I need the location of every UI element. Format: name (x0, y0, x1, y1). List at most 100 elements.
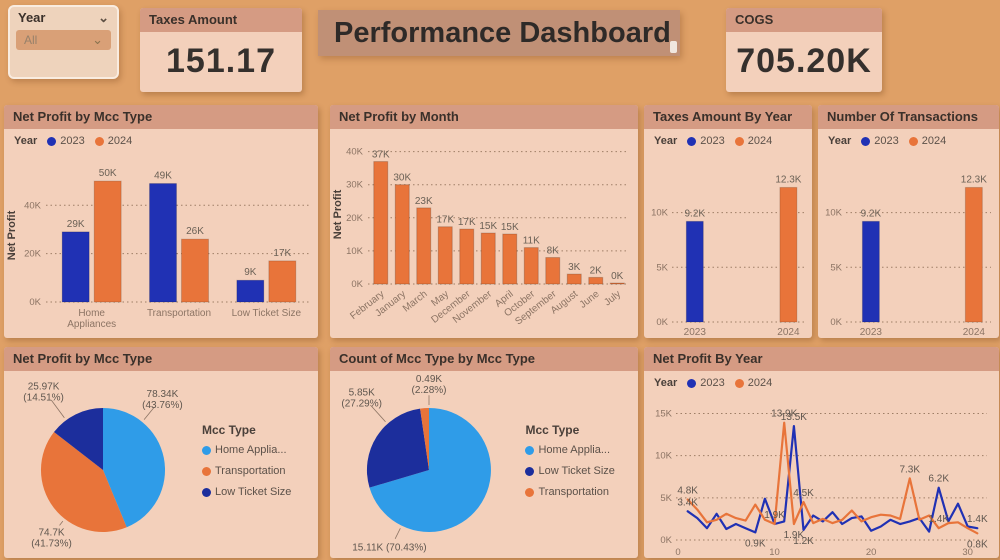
legend-item-2024[interactable]: 2024 (94, 135, 133, 147)
chart-title: Net Profit by Mcc Type (4, 347, 318, 371)
legend-item-transportation[interactable]: Transportation (202, 465, 316, 477)
svg-text:5K: 5K (660, 493, 672, 504)
svg-text:30K: 30K (346, 180, 364, 191)
legend-item-2024[interactable]: 2024 (908, 135, 947, 147)
svg-text:12.3K: 12.3K (961, 174, 987, 185)
legend-item-2024[interactable]: 2024 (734, 377, 772, 389)
svg-text:0K: 0K (29, 297, 41, 308)
legend-dot-2023-icon (861, 136, 871, 146)
svg-text:2K: 2K (590, 265, 603, 276)
legend-dot-icon (525, 487, 535, 497)
number-of-transactions-chart[interactable]: 0K 5K 10K 9.2K 2023 12.3K 2024 (818, 151, 999, 338)
count-of-mcc-type-pie-chart[interactable]: 15.11K (70.43%) 5.85K(27.29%) 0.49K(2.28%) (330, 371, 525, 558)
taxes-amount-value: 151.17 (166, 42, 276, 80)
svg-text:June: June (578, 288, 602, 310)
year-slicer-header[interactable]: Year ⌄ (10, 7, 117, 26)
svg-text:17K: 17K (458, 217, 476, 228)
svg-text:15.11K (70.43%): 15.11K (70.43%) (352, 543, 426, 554)
legend-title: Mcc Type (525, 423, 580, 437)
kpi-card-title: COGS (726, 8, 882, 32)
legend-item-label: 2023 (700, 135, 725, 147)
svg-text:12.3K: 12.3K (775, 174, 801, 185)
legend-item-home-appliances[interactable]: Home Applia... (525, 444, 638, 456)
legend-item-2023[interactable]: 2023 (687, 135, 725, 147)
chart-legend: Year 2023 2024 (644, 129, 812, 151)
svg-text:74.7K: 74.7K (38, 528, 64, 539)
chart-legend: Year 2023 2024 (644, 371, 999, 393)
legend-item-label: 2023 (874, 135, 899, 147)
svg-text:50K: 50K (99, 168, 117, 179)
legend-item-label: 2024 (921, 135, 947, 147)
svg-text:20K: 20K (24, 249, 42, 260)
svg-text:10: 10 (769, 547, 780, 558)
svg-text:March: March (401, 289, 430, 315)
svg-text:Transportation: Transportation (147, 308, 211, 319)
svg-text:30: 30 (962, 547, 973, 558)
legend-dot-icon (202, 445, 211, 455)
svg-text:17K: 17K (273, 248, 291, 259)
legend-item-transportation[interactable]: Transportation (525, 486, 638, 498)
svg-text:Home: Home (78, 308, 105, 319)
taxes-amount-by-year-chart[interactable]: 0K 5K 10K 9.2K 2023 12.3K 2024 (644, 151, 812, 338)
svg-text:78.34K: 78.34K (147, 389, 179, 400)
chart-title: Taxes Amount By Year (644, 105, 812, 129)
count-of-mcc-type-pie-card: Count of Mcc Type by Mcc Type 15.11K (70… (330, 347, 638, 558)
kpi-card-title: Taxes Amount (140, 8, 302, 32)
legend-dot-icon (525, 445, 535, 455)
legend-item-low-ticket-size[interactable]: Low Ticket Size (202, 486, 316, 498)
chevron-down-icon: ⌄ (98, 9, 109, 25)
legend-item-home-appliances[interactable]: Home Applia... (202, 444, 316, 456)
legend-dot-icon (202, 466, 211, 476)
legend-title: Year (828, 135, 852, 147)
chart-legend: Year 2023 2024 (818, 129, 999, 151)
legend-item-label: 2024 (107, 135, 133, 147)
legend-item-2024[interactable]: 2024 (734, 135, 773, 147)
svg-text:13.5K: 13.5K (781, 412, 807, 423)
net-profit-by-year-line-chart[interactable]: 0K 5K 10K 15K 0 10 20 30 3.4K 0.9K 1.9K 13.5K 1.2K 6.… (644, 393, 997, 558)
legend-item-label: 2024 (747, 135, 773, 147)
legend-item-2023[interactable]: 2023 (687, 377, 725, 389)
legend-dot-2023-icon (687, 136, 697, 146)
svg-text:(43.76%): (43.76%) (142, 400, 183, 411)
svg-text:2023: 2023 (684, 327, 707, 338)
svg-text:9K: 9K (244, 267, 257, 278)
legend-dot-icon (202, 487, 211, 497)
svg-text:4.8K: 4.8K (677, 486, 698, 497)
net-profit-by-mcc-type-pie-card: Net Profit by Mcc Type 78.34K (43.76%) 74.… (4, 347, 318, 558)
legend-title: Mcc Type (202, 423, 256, 437)
svg-text:29K: 29K (67, 219, 85, 230)
svg-text:Appliances: Appliances (67, 319, 116, 330)
svg-text:Low Ticket Size: Low Ticket Size (232, 308, 302, 319)
legend-item-2023[interactable]: 2023 (861, 135, 899, 147)
legend-item-low-ticket-size[interactable]: Low Ticket Size (525, 465, 638, 477)
cogs-value: 705.20K (736, 42, 872, 80)
legend-item-label: Home Applia... (215, 444, 287, 456)
svg-text:1.4K: 1.4K (967, 514, 988, 525)
svg-text:15K: 15K (501, 222, 519, 233)
svg-text:3K: 3K (568, 262, 581, 273)
legend-dot-2024-icon (734, 378, 744, 388)
svg-text:20K: 20K (346, 213, 364, 224)
slicer-field-label: Year (18, 10, 46, 25)
svg-text:0K: 0K (660, 535, 672, 546)
year-slicer: Year ⌄ All ⌄ (8, 5, 119, 79)
legend-item-2023[interactable]: 2023 (47, 135, 85, 147)
svg-text:13.9K: 13.9K (771, 409, 797, 420)
legend-item-label: Home Applia... (538, 444, 611, 456)
year-slicer-dropdown[interactable]: All ⌄ (16, 30, 111, 50)
svg-text:2024: 2024 (963, 327, 986, 338)
chart-title: Number Of Transactions (818, 105, 999, 129)
net-profit-by-mcc-type-pie-chart[interactable]: 78.34K(43.76%) 74.7K(41.73%) 25.97K(14.51%… (4, 371, 202, 558)
svg-text:17K: 17K (436, 215, 454, 226)
chart-title: Net Profit By Year (644, 347, 999, 371)
legend-item-label: 2023 (700, 377, 725, 389)
legend-title: Year (14, 135, 38, 147)
svg-text:(41.73%): (41.73%) (31, 539, 72, 550)
svg-text:(27.29%): (27.29%) (341, 398, 382, 409)
resize-handle[interactable] (670, 41, 677, 53)
svg-text:37K: 37K (372, 150, 390, 161)
svg-text:15K: 15K (479, 221, 497, 232)
